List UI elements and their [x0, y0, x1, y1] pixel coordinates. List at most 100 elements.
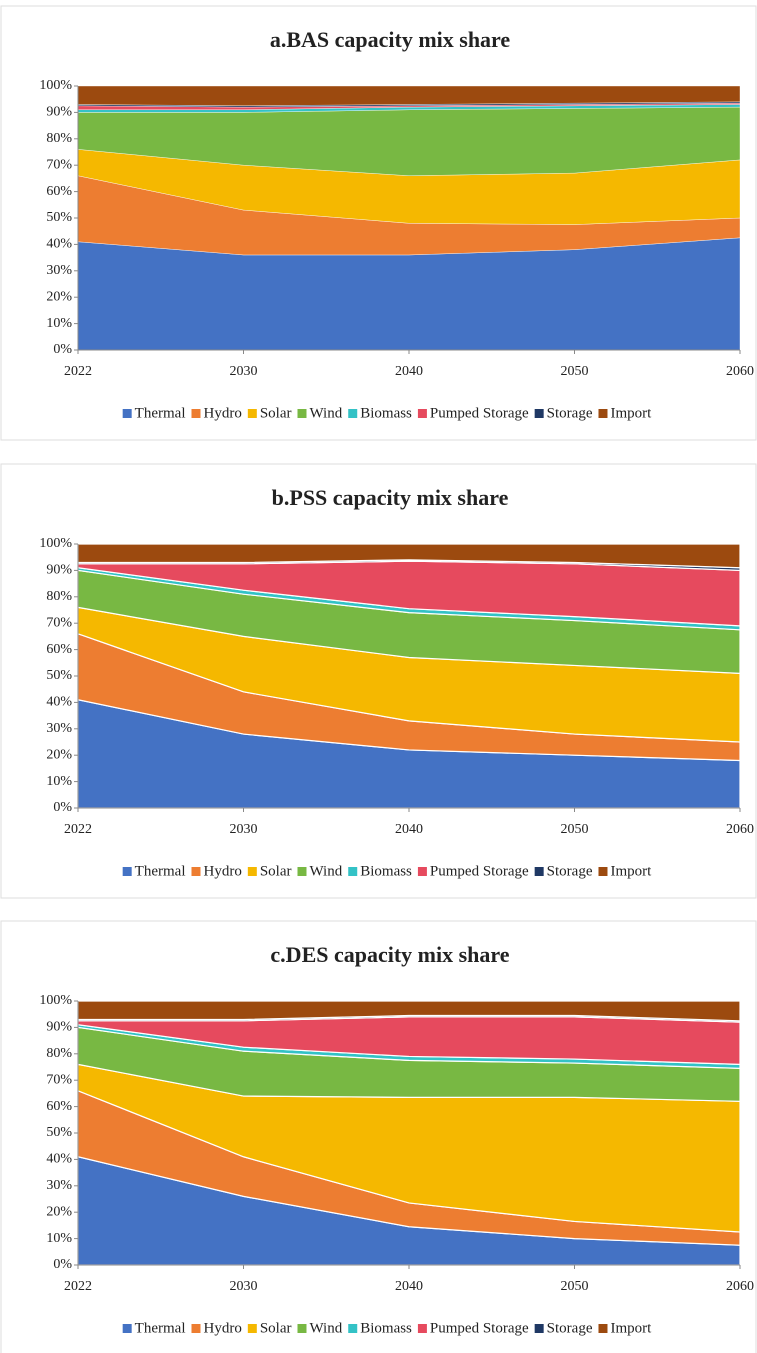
- chart-panel: c.DES capacity mix share 0% 10% 20% 30% 40% 50…: [0, 920, 757, 1353]
- y-tick-label: 20%: [46, 1204, 72, 1219]
- y-tick-label: 60%: [46, 1099, 72, 1114]
- y-tick-label: 80%: [46, 589, 72, 604]
- y-tick-label: 70%: [46, 615, 72, 630]
- chart-panel: b.PSS capacity mix share 0% 10% 20% 30% 40% 50…: [0, 463, 757, 899]
- legend-label: Hydro: [203, 863, 241, 879]
- legend-swatch: [297, 1324, 307, 1333]
- y-tick-label: 80%: [46, 131, 72, 146]
- y-tick-label: 30%: [46, 263, 72, 278]
- legend-label: Import: [610, 405, 652, 421]
- x-tick-label: 2030: [230, 1279, 258, 1294]
- legend-label: Biomass: [360, 863, 412, 879]
- legend-swatch: [122, 409, 132, 418]
- x-tick-label: 2040: [395, 822, 423, 837]
- legend-label: Thermal: [135, 405, 186, 421]
- x-tick-label: 2050: [561, 822, 589, 837]
- legend-swatch: [122, 1324, 132, 1333]
- legend-label: Import: [610, 863, 652, 879]
- y-tick-label: 60%: [46, 642, 72, 657]
- x-tick-label: 2050: [561, 364, 589, 379]
- y-tick-label: 60%: [46, 184, 72, 199]
- legend-swatch: [297, 409, 307, 418]
- x-tick-label: 2060: [726, 822, 754, 837]
- legend-label: Hydro: [203, 405, 241, 421]
- legend-swatch: [247, 867, 257, 876]
- x-tick-label: 2030: [230, 822, 258, 837]
- legend-swatch: [247, 1324, 257, 1333]
- legend: Thermal Hydro Solar Wind Biomass Pumped Stora…: [122, 863, 652, 879]
- legend-swatch: [191, 867, 201, 876]
- y-tick-label: 50%: [46, 1125, 72, 1140]
- legend-swatch: [247, 409, 257, 418]
- legend-label: Thermal: [135, 1320, 186, 1336]
- legend-label: Solar: [260, 1320, 292, 1336]
- area-series: [77, 85, 741, 107]
- area-series: [77, 543, 741, 569]
- y-tick-label: 100%: [39, 536, 72, 551]
- legend-label: Biomass: [360, 1320, 412, 1336]
- y-tick-label: 50%: [46, 210, 72, 225]
- legend-label: Storage: [547, 405, 593, 421]
- y-tick-label: 10%: [46, 316, 72, 331]
- legend-swatch: [598, 1324, 608, 1333]
- y-tick-label: 10%: [46, 1231, 72, 1246]
- y-tick-label: 40%: [46, 237, 72, 252]
- legend-label: Biomass: [360, 405, 412, 421]
- legend-swatch: [534, 867, 544, 876]
- legend-swatch: [297, 867, 307, 876]
- y-tick-label: 90%: [46, 105, 72, 120]
- y-tick-label: 30%: [46, 1178, 72, 1193]
- legend-swatch: [534, 409, 544, 418]
- chart-panel: a.BAS capacity mix share 0% 10% 20% 30% 40% 50…: [0, 5, 757, 441]
- y-tick-label: 0%: [53, 800, 72, 815]
- legend-label: Solar: [260, 863, 292, 879]
- x-tick-label: 2030: [230, 364, 258, 379]
- x-tick-label: 2040: [395, 1279, 423, 1294]
- y-tick-label: 90%: [46, 1020, 72, 1035]
- x-tick-label: 2022: [64, 1279, 92, 1294]
- y-tick-label: 80%: [46, 1046, 72, 1061]
- legend-swatch: [122, 867, 132, 876]
- x-tick-label: 2022: [64, 364, 92, 379]
- legend-swatch: [417, 867, 427, 876]
- legend-swatch: [348, 1324, 358, 1333]
- legend-label: Thermal: [135, 863, 186, 879]
- legend-label: Pumped Storage: [430, 1320, 529, 1336]
- x-tick-label: 2022: [64, 822, 92, 837]
- legend-label: Solar: [260, 405, 292, 421]
- y-tick-label: 30%: [46, 721, 72, 736]
- legend-label: Storage: [547, 863, 593, 879]
- legend: Thermal Hydro Solar Wind Biomass Pumped Stora…: [122, 1320, 652, 1336]
- y-tick-label: 100%: [39, 78, 72, 93]
- area-series: [77, 1000, 741, 1022]
- y-tick-label: 50%: [46, 668, 72, 683]
- y-tick-label: 40%: [46, 1152, 72, 1167]
- x-tick-label: 2040: [395, 364, 423, 379]
- legend-label: Wind: [309, 863, 342, 879]
- legend-label: Import: [610, 1320, 652, 1336]
- legend-swatch: [417, 1324, 427, 1333]
- chart-title: b.PSS capacity mix share: [272, 485, 509, 510]
- y-tick-label: 10%: [46, 774, 72, 789]
- x-tick-label: 2050: [561, 1279, 589, 1294]
- y-tick-label: 100%: [39, 993, 72, 1008]
- legend-label: Pumped Storage: [430, 405, 529, 421]
- y-tick-label: 0%: [53, 1257, 72, 1272]
- legend-swatch: [534, 1324, 544, 1333]
- legend-swatch: [417, 409, 427, 418]
- y-tick-label: 90%: [46, 563, 72, 578]
- legend: Thermal Hydro Solar Wind Biomass Pumped Stora…: [122, 405, 652, 421]
- chart-title: c.DES capacity mix share: [270, 942, 509, 967]
- y-tick-label: 70%: [46, 1072, 72, 1087]
- legend-swatch: [348, 409, 358, 418]
- legend-label: Wind: [309, 1320, 342, 1336]
- legend-swatch: [348, 867, 358, 876]
- legend-label: Pumped Storage: [430, 863, 529, 879]
- y-tick-label: 20%: [46, 289, 72, 304]
- legend-swatch: [191, 1324, 201, 1333]
- y-tick-label: 0%: [53, 342, 72, 357]
- y-tick-label: 70%: [46, 157, 72, 172]
- y-tick-label: 20%: [46, 747, 72, 762]
- legend-swatch: [598, 409, 608, 418]
